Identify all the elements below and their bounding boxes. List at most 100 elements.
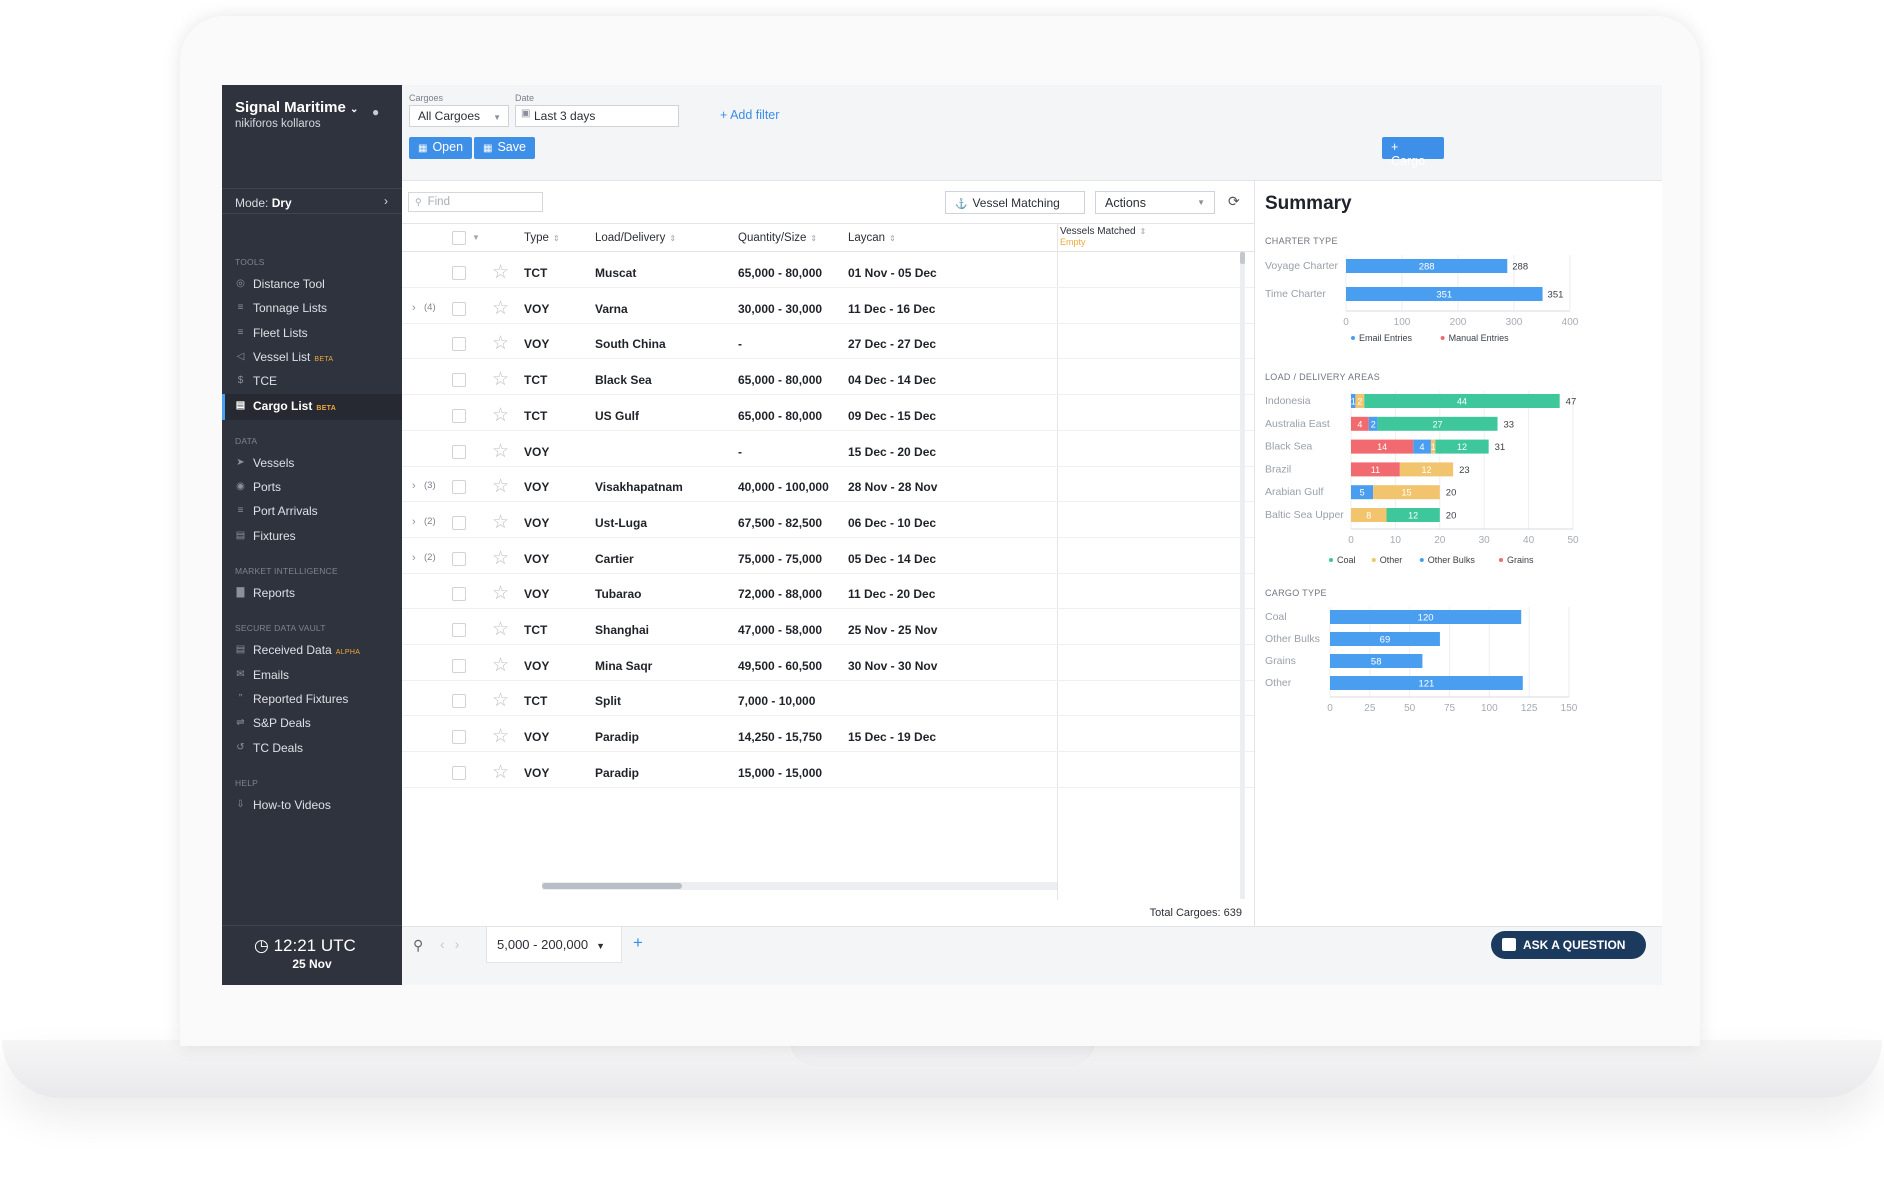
column-header-type[interactable]: Type ⇕ xyxy=(524,232,560,244)
cell-quantity: 47,000 - 58,000 xyxy=(738,623,823,637)
mode-selector[interactable]: Mode: Dry › xyxy=(222,188,402,214)
table-row[interactable]: ☆ TCT US Gulf 65,000 - 80,000 09 Dec - 15 De… xyxy=(402,395,1254,431)
row-checkbox[interactable] xyxy=(452,266,466,280)
sidebar-item-fixtures[interactable]: ▤ Fixtures xyxy=(222,524,402,550)
sidebar-item-tonnage-lists[interactable]: ≡ Tonnage Lists xyxy=(222,296,402,322)
cargoes-select[interactable]: All Cargoes ▼ xyxy=(409,105,509,127)
sidebar-item-vessels[interactable]: ➤ Vessels xyxy=(222,451,402,477)
row-checkbox[interactable] xyxy=(452,301,466,316)
sidebar-item-ports[interactable]: ◉ Ports xyxy=(222,475,402,501)
row-checkbox[interactable] xyxy=(452,515,466,530)
star-icon[interactable]: ☆ xyxy=(492,369,510,391)
size-range-tab[interactable]: 5,000 - 200,000 ▼ xyxy=(486,927,622,963)
star-icon[interactable]: ☆ xyxy=(492,654,510,676)
org-switcher[interactable]: Signal Maritime ⌄ xyxy=(235,99,358,116)
save-button[interactable]: ▦ Save xyxy=(474,137,535,159)
row-checkbox[interactable] xyxy=(452,337,466,352)
star-icon[interactable]: ☆ xyxy=(492,511,510,533)
sidebar-item-tc-deals[interactable]: ↺ TC Deals xyxy=(222,736,402,762)
column-header-laycan[interactable]: Laycan ⇕ xyxy=(848,232,896,244)
table-row[interactable]: ☆ VOY Mina Saqr 49,500 - 60,500 30 Nov - 30 … xyxy=(402,645,1254,681)
refresh-icon[interactable]: ⟳ xyxy=(1228,193,1240,209)
date-select[interactable]: ▣ Last 3 days xyxy=(515,105,679,127)
table-row[interactable]: › (2) ☆ VOY Cartier 75,000 - 75,000 05 Dec - 1… xyxy=(402,538,1254,574)
mode-value: Dry xyxy=(271,196,292,210)
row-checkbox[interactable] xyxy=(452,444,466,459)
table-row[interactable]: ☆ VOY Tubarao 72,000 - 88,000 11 Dec - 20 De… xyxy=(402,573,1254,610)
summary-panel: Summary CHARTER TYPE 0 100 200 300 400 Voyage… xyxy=(1254,181,1662,926)
sidebar-item-received-data[interactable]: ▤ Received Data ALPHA xyxy=(222,638,402,664)
tab-scroll-arrows-icon[interactable]: ‹› xyxy=(440,936,470,952)
expand-chevron-icon[interactable]: › xyxy=(412,551,416,564)
row-checkbox[interactable] xyxy=(452,408,466,423)
sidebar-item-s-p-deals[interactable]: ⇌ S&P Deals xyxy=(222,711,402,737)
row-checkbox[interactable] xyxy=(452,765,466,780)
column-header-vessels-matched[interactable]: Vessels Matched ⇕ Empty xyxy=(1060,226,1146,247)
sidebar-item-fleet-lists[interactable]: ≡ Fleet Lists xyxy=(222,321,402,347)
scrollbar-thumb[interactable] xyxy=(542,883,682,889)
open-button[interactable]: ▦ Open xyxy=(409,137,473,159)
search-icon[interactable]: ⚲ xyxy=(413,937,424,953)
actions-select[interactable]: Actions ▼ xyxy=(1095,191,1215,214)
add-cargo-button[interactable]: + Cargo xyxy=(1382,137,1444,168)
table-row[interactable]: › (4) ☆ VOY Varna 30,000 - 30,000 11 Dec - 16 … xyxy=(402,288,1254,324)
table-row[interactable]: › (3) ☆ VOY Visakhapatnam 40,000 - 100,000 28 … xyxy=(402,466,1254,503)
table-row[interactable]: ☆ TCT Black Sea 65,000 - 80,000 04 Dec - 14 … xyxy=(402,359,1254,396)
row-checkbox[interactable] xyxy=(452,658,466,673)
row-checkbox[interactable] xyxy=(452,623,466,637)
sidebar-item-emails[interactable]: ✉ Emails xyxy=(222,663,402,689)
star-icon[interactable]: ☆ xyxy=(492,476,510,498)
table-row[interactable]: ☆ TCT Muscat 65,000 - 80,000 01 Nov - 05 Dec xyxy=(402,252,1254,288)
table-row[interactable]: ☆ TCT Split 7,000 - 10,000 xyxy=(402,680,1254,717)
add-tab-icon[interactable]: + xyxy=(633,933,643,952)
star-icon[interactable]: ☆ xyxy=(492,297,510,319)
star-icon[interactable]: ☆ xyxy=(492,726,510,748)
category-label: Other Bulks xyxy=(1265,633,1320,645)
star-icon[interactable]: ☆ xyxy=(492,262,510,283)
row-checkbox[interactable] xyxy=(452,551,466,566)
row-checkbox[interactable] xyxy=(452,480,466,495)
table-row[interactable]: ☆ TCT Shanghai 47,000 - 58,000 25 Nov - 25 N… xyxy=(402,609,1254,645)
select-menu-caret-icon[interactable]: ▼ xyxy=(472,233,480,242)
bell-icon[interactable]: ● xyxy=(372,105,380,119)
sidebar-item-how-to-videos[interactable]: ⇩ How-to Videos xyxy=(222,793,402,819)
add-filter-link[interactable]: + Add filter xyxy=(720,108,780,122)
vessel-matching-button[interactable]: ⚓ Vessel Matching xyxy=(945,191,1085,214)
star-icon[interactable]: ☆ xyxy=(492,440,510,462)
star-icon[interactable]: ☆ xyxy=(492,761,510,783)
sidebar-item-reported-fixtures[interactable]: ” Reported Fixtures xyxy=(222,687,402,713)
vertical-scrollbar[interactable] xyxy=(1240,252,1245,899)
star-icon[interactable]: ☆ xyxy=(492,404,510,426)
expand-chevron-icon[interactable]: › xyxy=(412,301,416,314)
find-input[interactable]: ⚲ Find xyxy=(408,192,543,212)
horizontal-scrollbar[interactable] xyxy=(542,882,1057,890)
table-row[interactable]: ☆ VOY - 15 Dec - 20 Dec xyxy=(402,431,1254,467)
table-row[interactable]: ☆ VOY Paradip 15,000 - 15,000 xyxy=(402,752,1254,788)
sidebar-item-tce[interactable]: $ TCE xyxy=(222,369,402,395)
table-row[interactable]: ☆ VOY Paradip 14,250 - 15,750 15 Dec - 19 De… xyxy=(402,716,1254,753)
star-icon[interactable]: ☆ xyxy=(492,547,510,569)
sort-icon: ⇕ xyxy=(810,234,818,243)
sidebar-item-vessel-list[interactable]: ◁ Vessel List BETA xyxy=(222,345,402,371)
row-checkbox[interactable] xyxy=(452,373,466,388)
star-icon[interactable]: ☆ xyxy=(492,690,510,712)
table-row[interactable]: ☆ VOY South China - 27 Dec - 27 Dec xyxy=(402,323,1254,360)
sidebar-item-distance-tool[interactable]: ◎ Distance Tool xyxy=(222,272,402,298)
sidebar-item-reports[interactable]: ▇ Reports xyxy=(222,581,402,607)
table-row[interactable]: › (2) ☆ VOY Ust-Luga 67,500 - 82,500 06 Dec - … xyxy=(402,502,1254,538)
ask-question-button[interactable]: ASK A QUESTION xyxy=(1491,931,1646,959)
star-icon[interactable]: ☆ xyxy=(492,333,510,355)
row-checkbox[interactable] xyxy=(452,730,466,745)
sidebar-item-cargo-list[interactable]: ▤ Cargo List BETA xyxy=(222,393,402,420)
column-header-load-delivery[interactable]: Load/Delivery ⇕ xyxy=(595,232,676,244)
scrollbar-thumb[interactable] xyxy=(1240,252,1245,264)
star-icon[interactable]: ☆ xyxy=(492,583,510,605)
row-checkbox[interactable] xyxy=(452,694,466,709)
expand-chevron-icon[interactable]: › xyxy=(412,515,416,528)
star-icon[interactable]: ☆ xyxy=(492,619,510,640)
sidebar-item-port-arrivals[interactable]: ≡ Port Arrivals xyxy=(222,499,402,525)
row-checkbox[interactable] xyxy=(452,587,466,602)
column-header-quantity[interactable]: Quantity/Size ⇕ xyxy=(738,232,817,244)
expand-chevron-icon[interactable]: › xyxy=(412,480,416,493)
select-all-checkbox[interactable] xyxy=(452,231,466,245)
